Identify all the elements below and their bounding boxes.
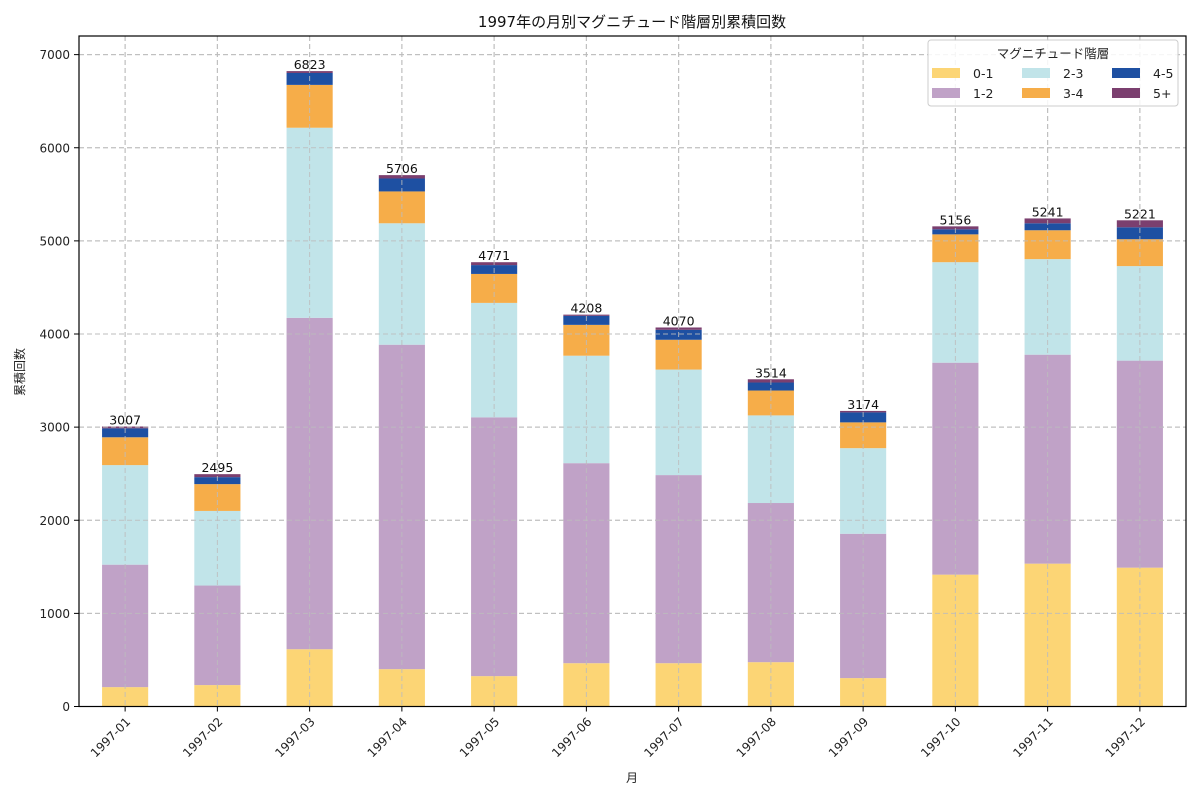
- bar-segment-2-3: [1024, 259, 1071, 355]
- legend-label: 5+: [1153, 86, 1171, 101]
- y-tick-label: 1000: [39, 607, 70, 621]
- bar-segment-5+: [932, 226, 979, 230]
- x-tick-label: 1997-10: [918, 715, 963, 760]
- bars-layer: [102, 71, 1163, 707]
- total-label: 2495: [201, 460, 233, 475]
- y-tick-label: 7000: [39, 48, 70, 62]
- legend-label: 1-2: [973, 86, 993, 101]
- y-tick-label: 0: [62, 700, 70, 714]
- x-tick-label: 1997-06: [549, 715, 594, 760]
- legend-swatch-1-2: [932, 88, 960, 98]
- y-tick-label: 6000: [39, 141, 70, 155]
- y-axis-title-wrap: 累積回数: [12, 348, 27, 396]
- legend-swatch-5+: [1112, 88, 1140, 98]
- bar-segment-4-5: [840, 412, 887, 423]
- bar-stack: [932, 226, 979, 707]
- y-tick-label: 4000: [39, 328, 70, 342]
- legend-item: 4-5: [1112, 66, 1173, 81]
- x-tick-label: 1997-05: [457, 715, 502, 760]
- legend-swatch-4-5: [1112, 68, 1140, 78]
- legend-label: 4-5: [1153, 66, 1173, 81]
- y-axis-title: 累積回数: [12, 348, 27, 396]
- x-tick-label: 1997-01: [88, 715, 133, 760]
- y-tick-label: 3000: [39, 421, 70, 435]
- x-axis-title: 月: [626, 771, 638, 785]
- x-tick-label: 1997-02: [180, 715, 225, 760]
- legend-swatch-2-3: [1022, 68, 1050, 78]
- total-label: 5241: [1032, 204, 1064, 219]
- x-tick-label: 1997-04: [365, 715, 410, 760]
- bar-segment-0-1: [1024, 563, 1071, 707]
- legend-label: 0-1: [973, 66, 993, 81]
- plot-frame: [78, 35, 1187, 708]
- x-tick-label: 1997-03: [272, 715, 317, 760]
- x-tick-label: 1997-12: [1103, 715, 1148, 760]
- total-labels-layer: 3007249568235706477142084070351431745156…: [79, 36, 1186, 707]
- bar-segment-4-5: [1024, 223, 1071, 231]
- total-label: 5156: [939, 212, 971, 227]
- y-tick-label: 2000: [39, 514, 70, 528]
- legend: マグニチュード階層 0-1 1-2 2-3 3-4 4-5 5+: [927, 39, 1179, 107]
- legend-item: 3-4: [1022, 86, 1083, 101]
- grid-layer: [79, 36, 1186, 707]
- legend-label: 2-3: [1063, 66, 1083, 81]
- bar-segment-4-5: [1116, 227, 1163, 240]
- legend-swatch-3-4: [1022, 88, 1050, 98]
- bar-segment-3-4: [747, 390, 794, 416]
- chart-title: 1997年の月別マグニチュード階層別累積回数: [478, 13, 786, 31]
- legend-item: 0-1: [932, 66, 993, 81]
- bar-segment-5+: [194, 474, 241, 478]
- bar-segment-5+: [102, 426, 149, 429]
- x-tick-label: 1997-11: [1010, 715, 1055, 760]
- total-label: 3007: [109, 412, 141, 427]
- legend-item: 1-2: [932, 86, 993, 101]
- legend-label: 3-4: [1063, 86, 1083, 101]
- bar-segment-1-2: [102, 564, 149, 688]
- y-tick-label: 5000: [39, 234, 70, 248]
- bar-segment-3-4: [286, 84, 333, 128]
- x-tick-label: 1997-07: [641, 715, 686, 760]
- bar-segment-4-5: [747, 382, 794, 391]
- bar-segment-5+: [840, 410, 887, 413]
- legend-item: 5+: [1112, 86, 1171, 101]
- bar-segment-5+: [563, 314, 610, 316]
- x-tick-label: 1997-09: [826, 715, 871, 760]
- legend-swatch-0-1: [932, 68, 960, 78]
- legend-title: マグニチュード階層: [997, 46, 1110, 61]
- x-tick-label: 1997-08: [734, 715, 779, 760]
- legend-item: 2-3: [1022, 66, 1083, 81]
